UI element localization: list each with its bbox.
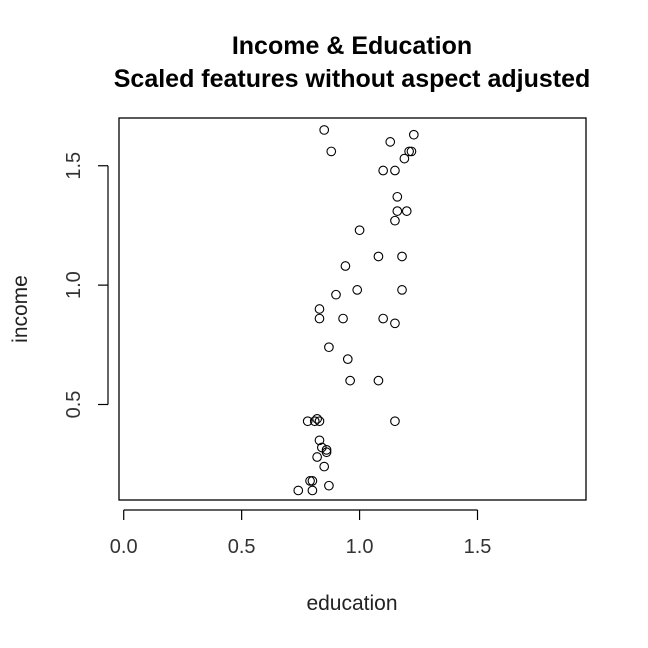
y-axis: 0.5 1.0 1.5: [63, 152, 109, 419]
y-axis-label: income: [9, 275, 32, 343]
data-point: [354, 225, 365, 236]
data-point: [385, 137, 396, 147]
data-point: [392, 206, 403, 216]
data-point: [302, 416, 313, 427]
x-tick-label: 0.5: [228, 536, 256, 558]
data-point: [397, 285, 407, 295]
data-point: [408, 129, 419, 140]
data-point: [324, 342, 334, 353]
data-point: [401, 206, 412, 216]
data-point: [314, 304, 325, 314]
y-tick-label: 1.5: [63, 152, 85, 180]
data-point: [331, 289, 341, 300]
data-point: [392, 191, 403, 202]
data-point: [321, 447, 332, 458]
x-axis: 0.0 0.5 1.0 1.5: [110, 509, 492, 558]
data-point: [326, 146, 337, 157]
data-point: [378, 313, 389, 324]
data-point: [342, 354, 353, 364]
plot-frame: [118, 117, 587, 501]
data-point: [312, 452, 322, 462]
data-point: [397, 251, 407, 262]
data-point: [309, 416, 320, 427]
data-point: [307, 476, 318, 486]
data-point: [338, 313, 348, 324]
data-point: [373, 375, 384, 386]
x-tick-label: 0.0: [110, 536, 138, 558]
data-point: [378, 165, 389, 176]
data-point: [340, 261, 351, 271]
data-point: [305, 476, 315, 486]
chart-title: Income & Education: [232, 32, 472, 60]
data-points: [293, 125, 419, 496]
data-point: [321, 445, 332, 455]
data-point: [390, 318, 400, 329]
data-point: [319, 125, 330, 135]
data-point: [390, 165, 400, 176]
data-point: [314, 435, 325, 446]
data-point: [406, 146, 417, 157]
x-tick-label: 1.0: [346, 536, 374, 558]
data-point: [293, 485, 304, 496]
data-point: [307, 485, 318, 496]
data-point: [373, 251, 384, 262]
data-point: [312, 413, 322, 424]
data-point: [352, 285, 363, 295]
data-point: [404, 146, 414, 157]
chart-subtitle: Scaled features without aspect adjusted: [114, 65, 591, 93]
data-point: [324, 480, 334, 491]
data-point: [314, 416, 325, 427]
y-tick-label: 0.5: [63, 391, 85, 419]
data-point: [390, 215, 400, 226]
data-point: [319, 461, 330, 472]
data-point: [390, 416, 400, 427]
data-point: [399, 153, 410, 164]
data-point: [314, 313, 325, 324]
data-point: [345, 375, 355, 386]
x-axis-label: education: [306, 592, 397, 615]
y-tick-label: 1.0: [63, 271, 85, 299]
x-tick-label: 1.5: [464, 536, 492, 558]
